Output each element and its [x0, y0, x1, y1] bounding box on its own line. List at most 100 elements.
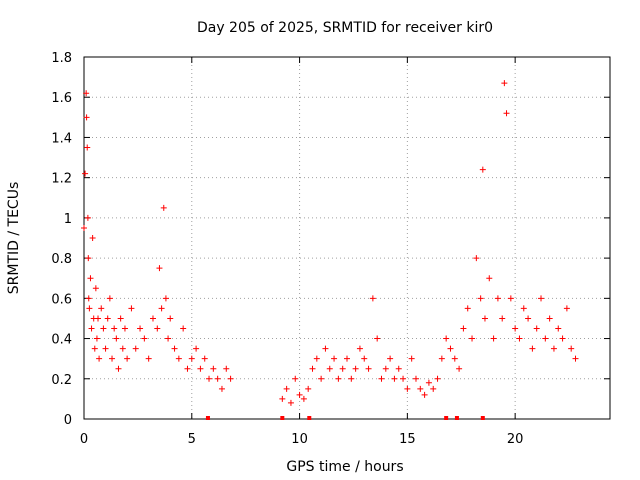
- data-point: [214, 375, 221, 382]
- data-point: [555, 325, 562, 332]
- data-point: [421, 391, 428, 398]
- data-point: [361, 355, 368, 362]
- data-point: [83, 90, 90, 97]
- zero-marker: [480, 416, 485, 420]
- data-point: [292, 375, 299, 382]
- data-point: [456, 365, 463, 372]
- zero-marker: [444, 416, 449, 420]
- data-point: [538, 295, 545, 302]
- data-point: [193, 345, 200, 352]
- data-point: [464, 305, 471, 312]
- data-point: [525, 315, 532, 322]
- y-tick-label: 0: [64, 413, 72, 428]
- data-point: [387, 355, 394, 362]
- data-point: [160, 204, 167, 211]
- data-point: [490, 335, 497, 342]
- data-point: [417, 385, 424, 392]
- zero-marker: [205, 416, 210, 420]
- data-point: [167, 315, 174, 322]
- data-point: [201, 355, 208, 362]
- data-point: [145, 355, 152, 362]
- data-point: [82, 170, 89, 177]
- data-point: [227, 375, 234, 382]
- data-point: [88, 325, 95, 332]
- data-point: [102, 345, 109, 352]
- data-point: [520, 305, 527, 312]
- data-point: [348, 375, 355, 382]
- data-point: [117, 315, 124, 322]
- data-point: [171, 345, 178, 352]
- zero-marker: [280, 416, 285, 420]
- data-point: [128, 305, 135, 312]
- data-point: [100, 325, 107, 332]
- axis-ticks: 0 0.2 0.4 0.6 0.8 1 1.2 1.4 1.6 1.8 0 5 10 15 20: [51, 51, 610, 447]
- data-point: [473, 255, 480, 262]
- zero-markers: [205, 416, 485, 420]
- data-point: [408, 355, 415, 362]
- y-tick-label: 1.8: [51, 51, 72, 66]
- data-point: [111, 325, 118, 332]
- data-point: [137, 325, 144, 332]
- data-point: [369, 295, 376, 302]
- y-tick-label: 0.4: [51, 333, 72, 348]
- data-point: [96, 355, 103, 362]
- data-point: [546, 315, 553, 322]
- data-point: [121, 325, 128, 332]
- data-point: [98, 305, 105, 312]
- data-point: [188, 355, 195, 362]
- plot-frame: [83, 56, 611, 420]
- data-point: [210, 365, 217, 372]
- data-point: [93, 335, 100, 342]
- y-tick-label: 1.4: [51, 131, 72, 146]
- data-point: [374, 335, 381, 342]
- data-point: [197, 365, 204, 372]
- data-point: [344, 355, 350, 362]
- data-point: [85, 295, 92, 302]
- data-point: [563, 305, 570, 312]
- x-tick-label: 5: [188, 432, 196, 447]
- data-point: [165, 335, 172, 342]
- data-point: [479, 166, 486, 173]
- data-point: [83, 114, 90, 121]
- data-point: [305, 385, 312, 392]
- x-tick-label: 15: [399, 432, 416, 447]
- data-point: [434, 375, 441, 382]
- data-point: [158, 305, 165, 312]
- data-point: [572, 355, 579, 362]
- data-point: [499, 315, 506, 322]
- data-point: [318, 375, 325, 382]
- data-point: [313, 355, 320, 362]
- y-tick-label: 1.2: [51, 172, 72, 187]
- data-point: [378, 375, 385, 382]
- data-point: [451, 355, 458, 362]
- data-point: [477, 295, 484, 302]
- y-axis-label: SRMTID / TECUs: [6, 182, 22, 295]
- data-point: [469, 335, 476, 342]
- data-point: [283, 385, 290, 392]
- data-point: [132, 345, 139, 352]
- data-point: [87, 275, 94, 282]
- data-point: [119, 345, 126, 352]
- data-point: [279, 395, 286, 402]
- data-point: [223, 365, 230, 372]
- data-point: [382, 365, 389, 372]
- data-point: [85, 255, 92, 262]
- data-point: [460, 325, 467, 332]
- data-point: [84, 144, 91, 151]
- data-point: [430, 385, 437, 392]
- data-point: [331, 355, 338, 362]
- data-point: [404, 385, 411, 392]
- y-tick-label: 1.6: [51, 91, 72, 106]
- data-point: [91, 345, 98, 352]
- data-point: [326, 365, 333, 372]
- data-point: [529, 345, 536, 352]
- data-point: [438, 355, 445, 362]
- data-point: [296, 391, 303, 398]
- data-point: [365, 365, 372, 372]
- data-point: [175, 355, 182, 362]
- data-point: [162, 295, 169, 302]
- data-point: [115, 365, 122, 372]
- data-point: [501, 80, 508, 87]
- data-point: [512, 325, 519, 332]
